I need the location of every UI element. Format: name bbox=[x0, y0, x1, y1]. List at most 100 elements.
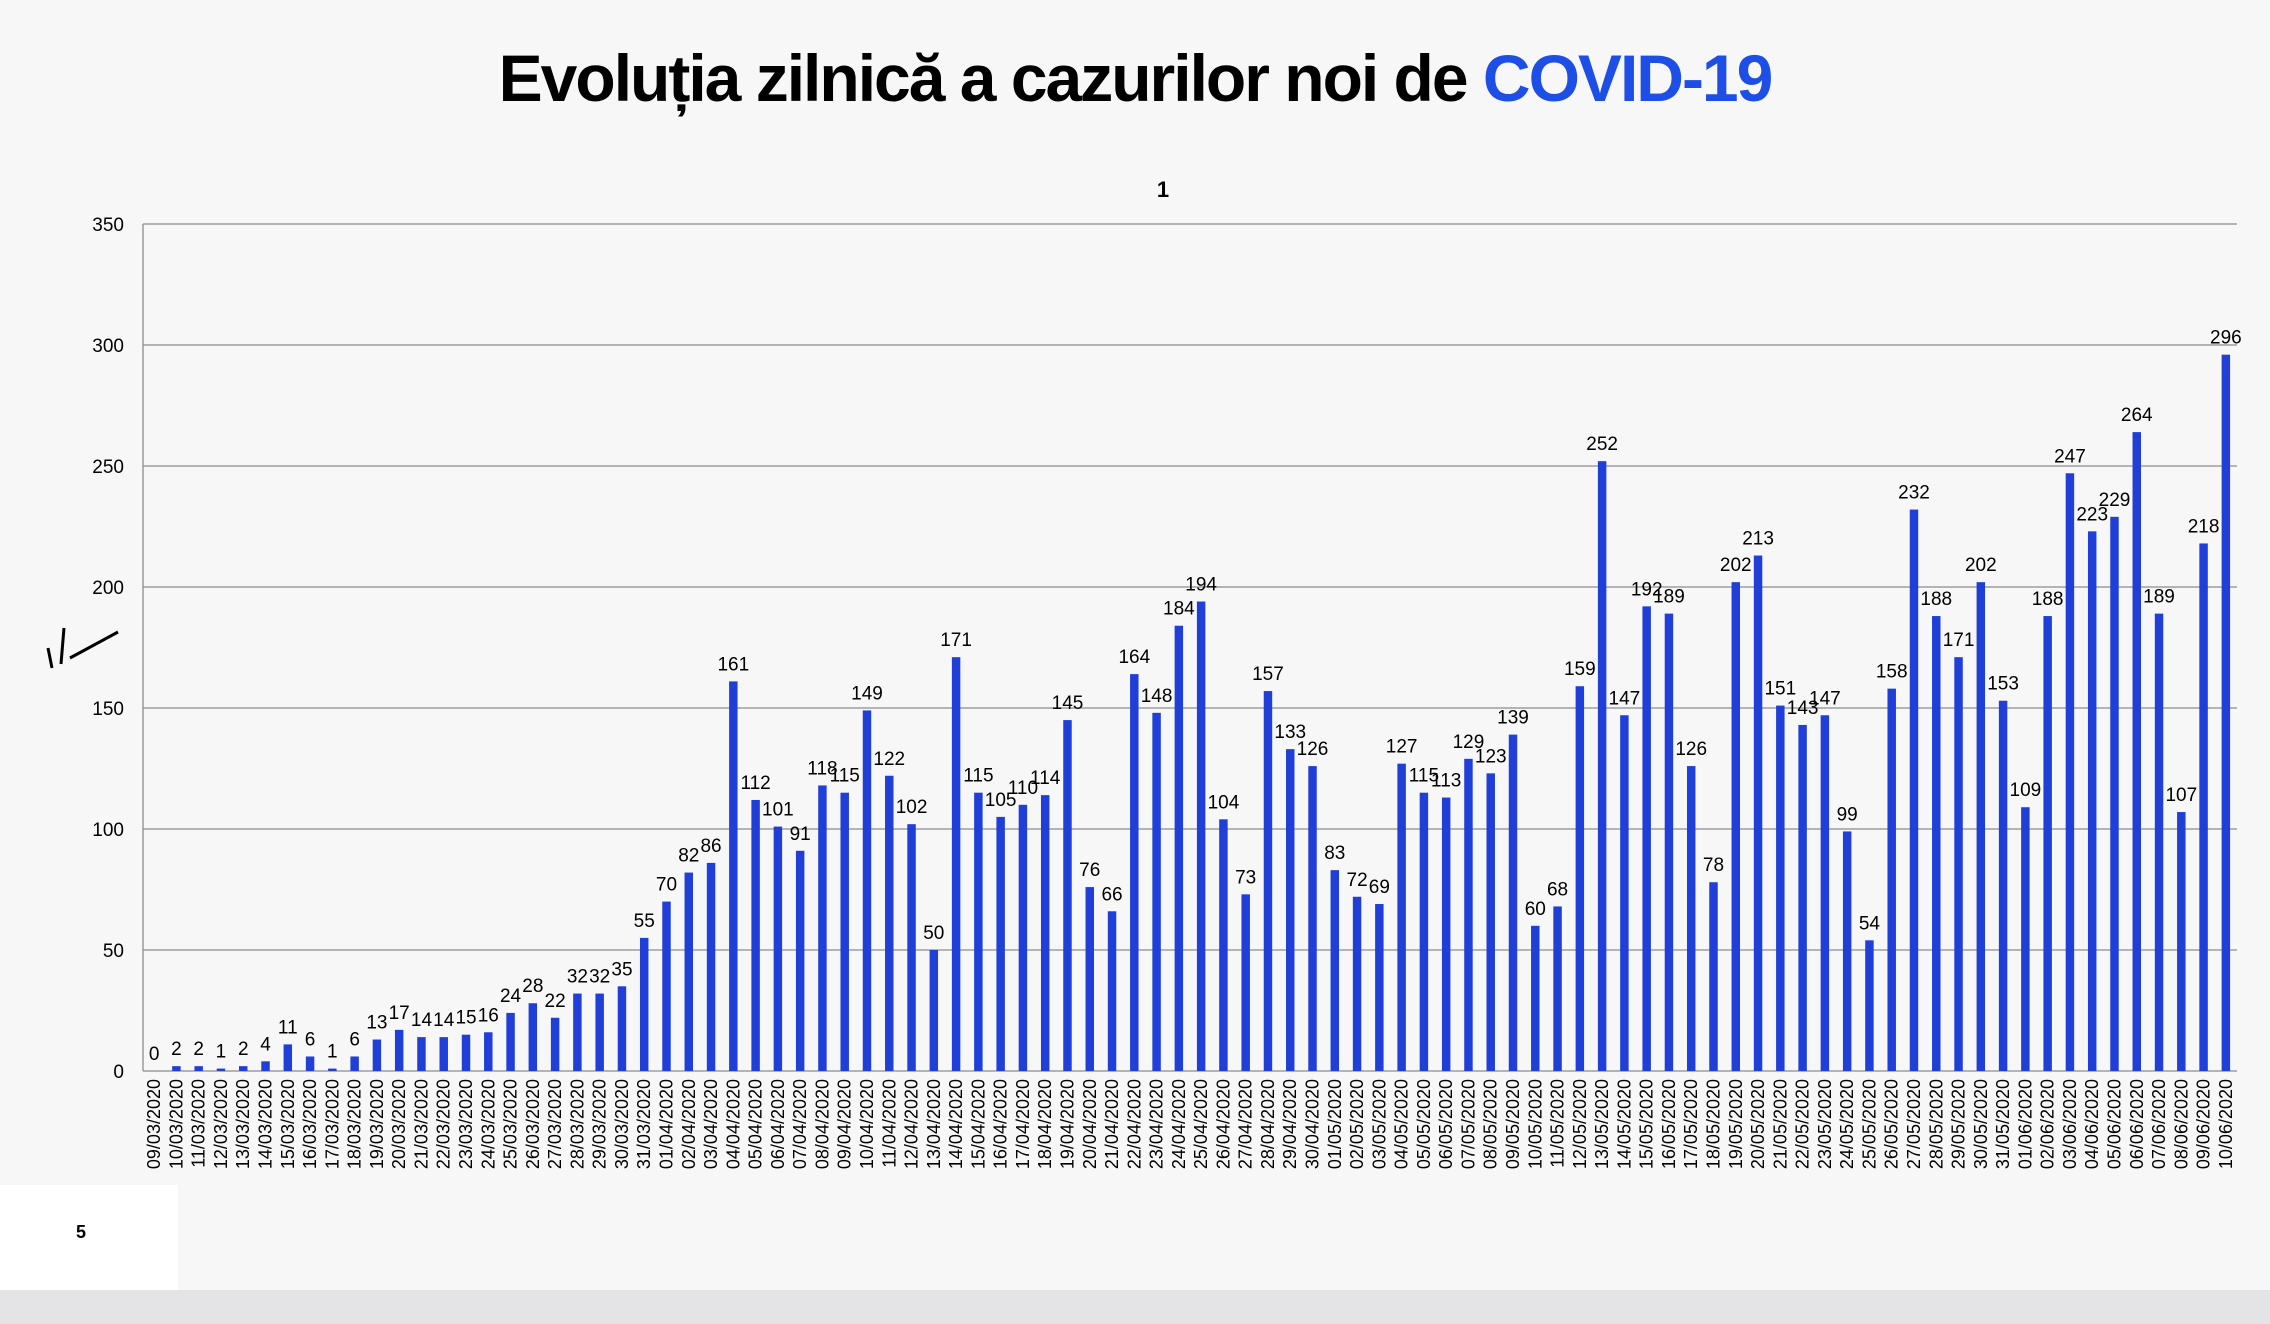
bar bbox=[1152, 712, 1161, 1071]
x-tick-label: 14/05/2020 bbox=[1614, 1079, 1634, 1169]
bar bbox=[1397, 763, 1406, 1071]
data-label: 114 bbox=[1030, 768, 1061, 789]
bar bbox=[751, 799, 760, 1071]
x-tick-label: 16/03/2020 bbox=[300, 1079, 320, 1169]
bar bbox=[2132, 432, 2141, 1071]
slide: Evoluția zilnică a cazurilor noi de COVI… bbox=[46, 41, 2242, 1242]
bar bbox=[1330, 870, 1340, 1071]
x-tick-label: 20/03/2020 bbox=[389, 1079, 409, 1169]
bar bbox=[1820, 715, 1830, 1071]
pen-scribble-icon bbox=[46, 627, 119, 669]
bar bbox=[1776, 705, 1785, 1071]
data-label: 126 bbox=[1297, 739, 1329, 760]
x-tick-label: 29/03/2020 bbox=[590, 1079, 610, 1169]
bar bbox=[1308, 766, 1317, 1071]
data-label: 151 bbox=[1764, 679, 1796, 700]
data-label: 188 bbox=[1920, 589, 1952, 610]
data-label: 223 bbox=[2076, 504, 2108, 525]
bar bbox=[862, 710, 872, 1071]
bar bbox=[528, 1003, 538, 1071]
bar bbox=[550, 1017, 560, 1071]
x-tick-label: 07/05/2020 bbox=[1458, 1079, 1478, 1169]
bar bbox=[1441, 797, 1451, 1071]
x-tick-label: 07/04/2020 bbox=[790, 1079, 810, 1169]
data-label: 218 bbox=[2188, 516, 2220, 537]
bar bbox=[1597, 461, 1607, 1071]
bar bbox=[907, 824, 916, 1071]
x-tick-label: 14/04/2020 bbox=[946, 1079, 966, 1169]
bar bbox=[372, 1039, 382, 1071]
data-label: 192 bbox=[1631, 579, 1663, 600]
data-label: 102 bbox=[896, 797, 928, 818]
data-label: 126 bbox=[1675, 739, 1707, 760]
x-tick-label: 30/05/2020 bbox=[1971, 1079, 1991, 1169]
x-tick-label: 01/05/2020 bbox=[1325, 1079, 1345, 1169]
data-label: 68 bbox=[1547, 879, 1568, 900]
data-label: 159 bbox=[1564, 659, 1596, 680]
bar bbox=[1575, 686, 1585, 1071]
data-label: 66 bbox=[1101, 884, 1122, 905]
bar bbox=[1909, 509, 1919, 1071]
x-tick-label: 13/05/2020 bbox=[1592, 1079, 1612, 1169]
x-tick-label: 20/04/2020 bbox=[1080, 1079, 1100, 1169]
bar bbox=[706, 862, 716, 1071]
bars bbox=[172, 354, 2231, 1071]
data-label: 247 bbox=[2054, 446, 2086, 467]
y-tick-label: 0 bbox=[113, 1062, 124, 1083]
bar bbox=[1419, 792, 1429, 1071]
data-label: 0 bbox=[149, 1044, 160, 1065]
bottom-bar bbox=[0, 1290, 2270, 1324]
data-label: 229 bbox=[2099, 490, 2131, 511]
data-label: 6 bbox=[349, 1029, 360, 1050]
x-tick-label: 24/04/2020 bbox=[1169, 1079, 1189, 1169]
x-tick-label: 10/06/2020 bbox=[2216, 1079, 2236, 1169]
data-label: 72 bbox=[1347, 870, 1368, 891]
bar bbox=[461, 1034, 471, 1071]
bar bbox=[328, 1068, 337, 1071]
data-label: 118 bbox=[807, 758, 837, 779]
bar bbox=[1865, 940, 1874, 1071]
data-label: 91 bbox=[790, 824, 811, 845]
data-label: 60 bbox=[1525, 899, 1546, 920]
x-tick-label: 03/06/2020 bbox=[2060, 1079, 2080, 1169]
data-label: 28 bbox=[522, 976, 543, 997]
data-label: 50 bbox=[923, 923, 944, 944]
bar bbox=[1107, 911, 1117, 1071]
x-tick-label: 27/05/2020 bbox=[1904, 1079, 1924, 1169]
bar bbox=[1998, 700, 2008, 1071]
data-label: 296 bbox=[2210, 328, 2242, 349]
data-label: 164 bbox=[1118, 647, 1150, 668]
bar bbox=[1709, 882, 1718, 1071]
x-tick-label: 04/04/2020 bbox=[723, 1079, 743, 1169]
x-tick-label: 17/03/2020 bbox=[322, 1079, 342, 1169]
data-label: 189 bbox=[2143, 587, 2175, 608]
data-label: 2 bbox=[193, 1039, 204, 1060]
bar bbox=[1620, 715, 1629, 1071]
x-tick-label: 16/04/2020 bbox=[991, 1079, 1011, 1169]
x-tick-label: 09/03/2020 bbox=[144, 1079, 164, 1169]
data-label: 129 bbox=[1453, 732, 1485, 753]
bar bbox=[2065, 473, 2075, 1071]
data-label: 112 bbox=[740, 773, 770, 794]
bar bbox=[1954, 657, 1963, 1071]
data-label: 1 bbox=[216, 1042, 227, 1063]
bar bbox=[951, 657, 961, 1071]
data-label: 110 bbox=[1008, 778, 1038, 799]
x-tick-label: 05/04/2020 bbox=[746, 1079, 766, 1169]
data-label: 35 bbox=[611, 959, 632, 980]
data-label: 6 bbox=[305, 1029, 316, 1050]
x-tick-label: 09/06/2020 bbox=[2194, 1079, 2214, 1169]
bar bbox=[1464, 758, 1473, 1071]
data-label: 194 bbox=[1185, 575, 1217, 596]
bar bbox=[1798, 724, 1807, 1071]
x-tick-label: 13/04/2020 bbox=[924, 1079, 944, 1169]
bar bbox=[1642, 606, 1651, 1071]
y-tick-label: 250 bbox=[92, 457, 124, 478]
x-tick-label: 08/04/2020 bbox=[812, 1079, 832, 1169]
data-label: 158 bbox=[1876, 662, 1908, 683]
data-label: 115 bbox=[963, 766, 993, 787]
data-label: 113 bbox=[1431, 771, 1461, 792]
chart-title: 1 bbox=[1157, 177, 1169, 202]
